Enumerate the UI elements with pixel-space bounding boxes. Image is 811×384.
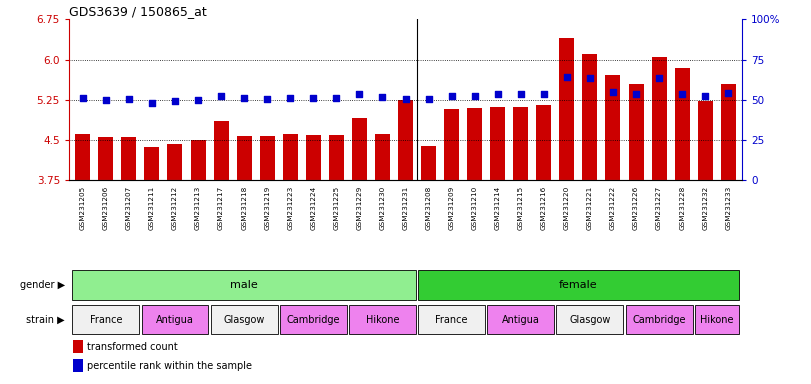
Point [422,96,435,102]
Bar [283,134,298,180]
Text: France: France [436,314,468,325]
Bar [375,134,390,180]
Bar [72,270,416,300]
Bar [444,109,459,180]
Bar [675,68,689,180]
Text: Antigua: Antigua [156,314,194,325]
Point [353,91,366,98]
Bar [328,135,344,180]
Bar [556,305,624,334]
Bar [697,101,713,180]
Point [653,75,666,81]
Bar [606,74,620,180]
Text: transformed count: transformed count [87,341,178,352]
Text: Hikone: Hikone [700,314,733,325]
Text: Glasgow: Glasgow [569,314,611,325]
Bar [629,84,643,180]
Point [445,93,458,99]
Bar [142,305,208,334]
Bar [625,305,693,334]
Bar [352,118,367,180]
Bar [213,121,229,180]
Bar [168,144,182,180]
Bar [536,105,551,180]
Bar [306,135,321,180]
Bar [418,305,485,334]
Point [491,91,504,98]
Point [468,93,481,99]
Point [629,91,642,98]
Bar [349,305,416,334]
Text: Cambridge: Cambridge [286,314,340,325]
Point [238,95,251,101]
Point [99,97,112,103]
Point [676,91,689,98]
Point [560,74,573,80]
Point [399,96,412,102]
Point [583,75,596,81]
Bar [487,305,554,334]
Bar [513,107,528,180]
Point [538,91,551,97]
Bar [72,305,139,334]
Bar [490,107,505,180]
Bar [122,137,136,180]
Bar [695,305,739,334]
Text: gender ▶: gender ▶ [19,280,65,290]
Point [76,95,89,101]
Text: female: female [559,280,598,290]
Bar [582,54,598,180]
Point [330,95,343,101]
Text: Hikone: Hikone [366,314,399,325]
Bar [651,57,667,180]
Bar [211,305,277,334]
Text: France: France [89,314,122,325]
Text: Antigua: Antigua [502,314,539,325]
Bar [144,147,160,180]
Point [284,94,297,101]
Point [699,93,712,99]
Point [169,98,182,104]
Point [376,94,389,100]
Point [722,90,735,96]
Bar [398,100,413,180]
Point [607,89,620,95]
Point [514,91,527,98]
Point [307,94,320,101]
Text: percentile rank within the sample: percentile rank within the sample [87,361,251,371]
Point [260,96,273,102]
Bar [98,137,114,180]
Text: GDS3639 / 150865_at: GDS3639 / 150865_at [69,5,207,18]
Text: Glasgow: Glasgow [224,314,265,325]
Bar [421,146,436,180]
Bar [191,140,205,180]
Bar [721,84,736,180]
Text: Cambridge: Cambridge [633,314,686,325]
Bar [418,270,739,300]
Bar [280,305,347,334]
Bar [237,136,251,180]
Bar [560,38,574,180]
Bar [75,134,90,180]
Bar [260,136,275,180]
Point [215,93,228,99]
Point [122,96,135,102]
Point [191,97,204,103]
Text: strain ▶: strain ▶ [26,314,65,325]
Text: male: male [230,280,258,290]
Point [145,100,158,106]
Bar [467,108,483,180]
